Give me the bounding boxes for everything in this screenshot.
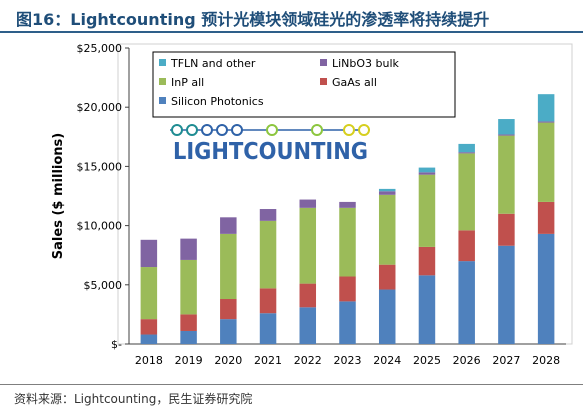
bar-segment	[299, 307, 317, 344]
logo-dot	[171, 124, 183, 136]
bar-segment	[259, 313, 277, 344]
bar-segment	[537, 94, 555, 122]
y-axis-ticks: $- $5,000 $10,000 $15,000 $20,000 $25,000	[77, 42, 129, 351]
logo-dot	[216, 124, 228, 136]
source-note: 资料来源：Lightcounting，民生证券研究院	[14, 392, 253, 406]
y-tick-label: $10,000	[77, 220, 123, 233]
logo-dot	[311, 124, 323, 136]
bar-segment	[498, 119, 515, 135]
bar-segment	[418, 167, 436, 173]
legend-label: TFLN and other	[170, 57, 256, 70]
y-axis-label: Sales ($ millions)	[51, 133, 66, 259]
x-tick-label: 2020	[214, 354, 242, 367]
bar-segment	[140, 267, 158, 320]
x-tick-label: 2022	[294, 354, 322, 367]
bar-segment	[537, 233, 555, 344]
logo-dot	[231, 124, 243, 136]
bar-segment	[537, 121, 555, 123]
legend-label: GaAs all	[332, 76, 377, 89]
bar-segment	[458, 152, 475, 154]
bar-segment	[378, 191, 396, 195]
logo-wordmark: LIGHTCOUNTING	[173, 139, 368, 165]
bar-segment	[299, 283, 317, 308]
bar-segment	[220, 299, 237, 320]
x-tick-label: 2021	[254, 354, 282, 367]
bar-segment	[418, 172, 436, 175]
x-tick-label: 2028	[532, 354, 560, 367]
x-tick-label: 2024	[373, 354, 401, 367]
logo-dot	[358, 124, 370, 136]
legend-box	[152, 51, 456, 118]
stacked-bar-chart: $- $5,000 $10,000 $15,000 $20,000 $25,000 201…	[51, 42, 573, 367]
legend-label: InP all	[171, 76, 204, 89]
logo-dot	[343, 124, 355, 136]
legend-label: Silicon Photonics	[171, 95, 264, 108]
bar-segment	[259, 209, 277, 221]
legend-swatch	[159, 78, 166, 85]
bar-segment	[378, 264, 396, 290]
legend: TFLN and other LiNbO3 bulk InP all GaAs all…	[152, 51, 456, 118]
bar-segment	[537, 201, 555, 234]
y-tick-label: $25,000	[77, 42, 123, 55]
bar-segment	[498, 135, 515, 214]
logo-dot	[266, 124, 278, 136]
legend-label: LiNbO3 bulk	[332, 57, 400, 70]
x-axis-labels: 2018 2019 2020 2021 2022 2023 2024 2025 2026 2027…	[135, 354, 560, 367]
bar-segment	[180, 330, 197, 344]
bar-segment	[140, 239, 158, 268]
bar-segment	[180, 314, 197, 331]
figure-title: 图16：Lightcounting 预计光模块领域硅光的渗透率将持续提升	[16, 10, 490, 29]
lightcounting-logo: LIGHTCOUNTING	[170, 124, 370, 165]
bar-segment	[498, 245, 515, 344]
source-divider	[0, 384, 583, 385]
bar-segment	[458, 230, 475, 262]
bar-segment	[339, 276, 356, 302]
legend-swatch	[320, 78, 327, 85]
title-divider	[0, 31, 583, 33]
bar-segment	[498, 134, 515, 136]
bar-segment	[418, 174, 436, 247]
bar-segment	[140, 334, 158, 344]
legend-swatch	[159, 59, 166, 66]
bar-segment	[339, 201, 356, 208]
logo-dot	[201, 124, 213, 136]
bar-segment	[220, 319, 237, 344]
legend-swatch	[159, 97, 166, 104]
bar-segment	[180, 238, 197, 260]
bar-segment	[220, 233, 237, 300]
bar-segment	[220, 217, 237, 234]
bar-segment	[458, 261, 475, 344]
legend-items: TFLN and other LiNbO3 bulk InP all GaAs all…	[159, 57, 400, 108]
bar-segment	[537, 122, 555, 202]
y-tick-label: $20,000	[77, 101, 123, 114]
bar-segment	[180, 259, 197, 315]
bars	[140, 94, 555, 344]
y-tick-label: $-	[111, 338, 122, 351]
bar-segment	[299, 207, 317, 284]
bar-segment	[259, 220, 277, 289]
bar-segment	[339, 207, 356, 277]
logo-dot	[186, 124, 198, 136]
bar-segment	[140, 319, 158, 335]
y-tick-label: $5,000	[84, 279, 123, 292]
bar-segment	[339, 301, 356, 344]
bar-segment	[458, 143, 475, 153]
bar-segment	[299, 199, 317, 208]
y-tick-label: $15,000	[77, 160, 123, 173]
x-tick-label: 2026	[453, 354, 481, 367]
bar-segment	[259, 288, 277, 314]
x-tick-label: 2019	[175, 354, 203, 367]
legend-swatch	[320, 59, 327, 66]
x-tick-label: 2027	[492, 354, 520, 367]
bar-segment	[418, 275, 436, 344]
bar-segment	[418, 246, 436, 276]
bar-segment	[458, 153, 475, 231]
bar-segment	[378, 289, 396, 344]
bar-segment	[378, 188, 396, 192]
bar-segment	[378, 194, 396, 265]
x-tick-label: 2025	[413, 354, 441, 367]
bar-segment	[498, 213, 515, 246]
x-tick-label: 2023	[334, 354, 362, 367]
x-tick-label: 2018	[135, 354, 163, 367]
